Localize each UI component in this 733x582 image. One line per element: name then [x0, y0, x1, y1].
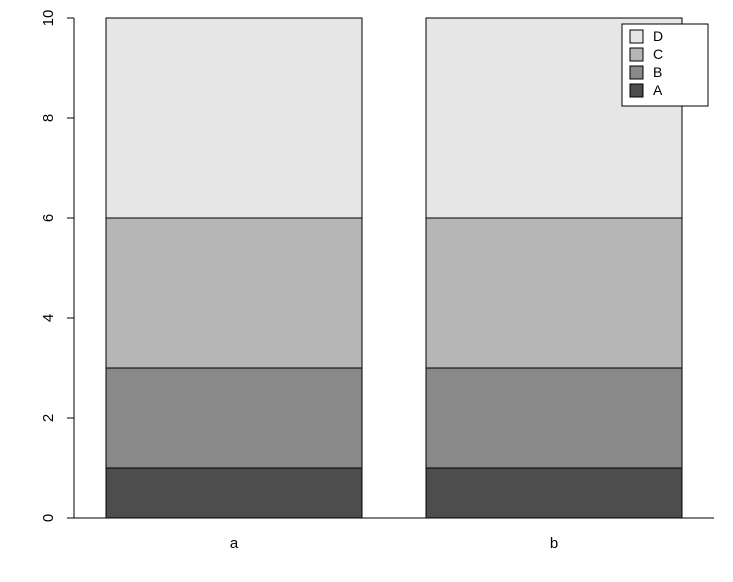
chart-container: 0 2 4 6 8 10 a b DCBA: [0, 0, 733, 582]
legend-swatch: [630, 30, 643, 43]
legend-swatch: [630, 84, 643, 97]
legend-swatch: [630, 66, 643, 79]
x-tick-label: a: [230, 535, 239, 552]
bar-segment: [426, 468, 682, 518]
bar-segment: [106, 368, 362, 468]
stacked-bar-chart: 0 2 4 6 8 10 a b DCBA: [0, 0, 733, 582]
y-tick-label: 8: [40, 114, 57, 122]
bar-segment: [426, 218, 682, 368]
y-tick-label: 6: [40, 214, 57, 222]
bar-segment: [106, 468, 362, 518]
y-tick-label: 2: [40, 414, 57, 422]
y-tick-label: 4: [40, 314, 57, 322]
legend-swatch: [630, 48, 643, 61]
x-tick-label: b: [550, 535, 558, 552]
bar-segment: [426, 368, 682, 468]
legend-label: C: [653, 46, 663, 62]
legend-label: D: [653, 28, 663, 44]
bar-segment: [106, 218, 362, 368]
y-tick-label: 0: [40, 514, 57, 522]
bar-segment: [106, 18, 362, 218]
legend-label: B: [653, 64, 662, 80]
legend-label: A: [653, 82, 663, 98]
y-tick-label: 10: [40, 10, 57, 27]
